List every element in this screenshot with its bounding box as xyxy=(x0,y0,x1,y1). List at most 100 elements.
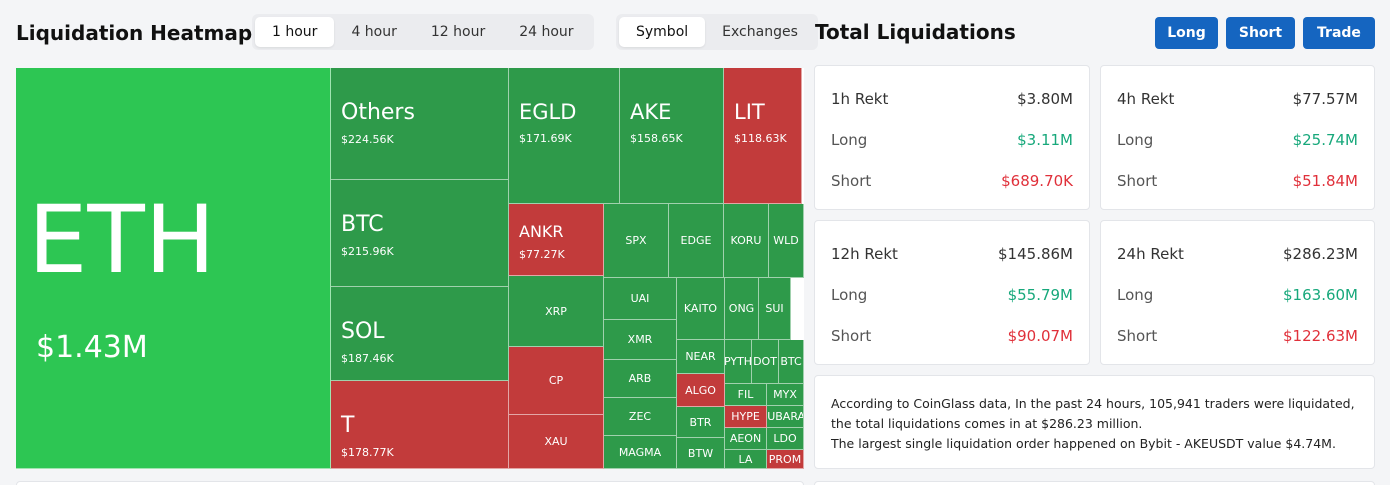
heatmap-tile-egld[interactable]: EGLD $171.69K xyxy=(509,68,620,204)
heatmap-tile-myx[interactable]: MYX xyxy=(767,384,804,406)
heatmap-tile-btr[interactable]: BTR xyxy=(677,407,725,438)
card-total: $3.80M xyxy=(1017,90,1073,108)
tile-symbol: PYTH xyxy=(725,355,752,368)
heatmap-tile-koru[interactable]: KORU xyxy=(724,204,769,278)
heatmap-tile-edge[interactable]: EDGE xyxy=(669,204,724,278)
tile-symbol: XAU xyxy=(544,435,568,448)
heatmap-tile-ankr[interactable]: ANKR $77.27K xyxy=(509,204,604,276)
heatmap-tile-sol[interactable]: SOL $187.46K xyxy=(331,287,509,381)
tab-24-hour[interactable]: 24 hour xyxy=(519,24,574,40)
long-value: $3.11M xyxy=(1017,131,1073,149)
tab-4-hour[interactable]: 4 hour xyxy=(351,24,397,40)
heatmap-tile-spx[interactable]: SPX xyxy=(604,204,669,278)
tile-symbol: NEAR xyxy=(685,350,716,363)
long-value: $163.60M xyxy=(1283,286,1358,304)
tile-symbol: HYPE xyxy=(731,410,760,423)
tile-symbol: XRP xyxy=(545,304,567,318)
tile-symbol: LDO xyxy=(773,432,797,445)
heatmap-tile-prom[interactable]: PROM xyxy=(767,450,804,469)
tab-symbol[interactable]: Symbol xyxy=(619,17,706,47)
short-value: $122.63M xyxy=(1283,327,1358,345)
short-label: Short xyxy=(1117,327,1158,345)
tab-exchanges[interactable]: Exchanges xyxy=(722,24,798,40)
heatmap-tile-xrp[interactable]: XRP xyxy=(509,276,604,347)
tile-symbol: WLD xyxy=(773,234,799,247)
trade-button[interactable]: Trade xyxy=(1303,17,1375,49)
heatmap-tile-wld[interactable]: WLD xyxy=(769,204,804,278)
short-value: $51.84M xyxy=(1292,172,1358,190)
tile-symbol: ANKR xyxy=(519,222,564,241)
tile-symbol: ARB xyxy=(628,372,652,385)
heatmap-tile-aeon[interactable]: AEON xyxy=(725,428,767,450)
heatmap-tile-la[interactable]: LA xyxy=(725,450,767,469)
summary-largest-order: The largest single liquidation order hap… xyxy=(831,436,1336,451)
tile-value: $77.27K xyxy=(519,248,565,261)
heatmap-tile-mubarak[interactable]: MUBARAK xyxy=(767,406,804,428)
tile-value: $1.43M xyxy=(36,330,148,365)
short-button[interactable]: Short xyxy=(1226,17,1295,49)
tile-value: $118.63K xyxy=(734,132,787,145)
tab-1-hour[interactable]: 1 hour xyxy=(255,17,335,47)
rekt-card-24h: 24h Rekt $286.23M Long $163.60M Short $122.… xyxy=(1100,220,1375,365)
panel-edge xyxy=(814,481,1375,485)
heatmap-tile-others[interactable]: Others $224.56K xyxy=(331,68,509,180)
card-label: 4h Rekt xyxy=(1117,90,1175,108)
heatmap-tile-near[interactable]: NEAR xyxy=(677,340,725,374)
heatmap-tile-dot[interactable]: DOT xyxy=(752,340,779,384)
long-value: $55.79M xyxy=(1007,286,1073,304)
summary-text: According to CoinGlass data, In the past… xyxy=(831,396,1355,431)
heatmap-tile-ong[interactable]: ONG xyxy=(725,278,759,340)
liquidation-summary: According to CoinGlass data, In the past… xyxy=(814,375,1375,469)
tile-symbol: MYX xyxy=(773,388,797,401)
total-liquidations-title: Total Liquidations xyxy=(815,20,1016,44)
long-label: Long xyxy=(1117,286,1154,304)
heatmap-tile-hype[interactable]: HYPE xyxy=(725,406,767,428)
tile-symbol: UAI xyxy=(630,292,650,305)
heatmap-tile-uai[interactable]: UAI xyxy=(604,278,677,320)
tab-12-hour[interactable]: 12 hour xyxy=(430,24,486,40)
heatmap-tile-xau[interactable]: XAU xyxy=(509,415,604,469)
heatmap-tile-kaito[interactable]: KAITO xyxy=(677,278,725,340)
rekt-card-12h: 12h Rekt $145.86M Long $55.79M Short $90.07… xyxy=(814,220,1090,365)
tile-value: $187.46K xyxy=(341,352,394,365)
tile-symbol: SUI xyxy=(765,302,784,315)
heatmap-tile-ake[interactable]: AKE $158.65K xyxy=(620,68,724,204)
liquidation-heatmap: ETH $1.43M Others $224.56K EGLD $171.69K AKE $1… xyxy=(16,68,804,469)
tile-value: $178.77K xyxy=(341,446,394,459)
card-total: $145.86M xyxy=(998,245,1073,263)
grouping-selector: Symbol Exchanges xyxy=(616,14,818,50)
heatmap-tile-fil[interactable]: FIL xyxy=(725,384,767,406)
short-label: Short xyxy=(831,172,872,190)
heatmap-tile-t[interactable]: T $178.77K xyxy=(331,381,509,469)
short-label: Short xyxy=(831,327,872,345)
heatmap-tile-zec[interactable]: ZEC xyxy=(604,398,677,436)
long-label: Long xyxy=(831,131,868,149)
tile-symbol: Others xyxy=(341,100,415,125)
tile-symbol: MUBARAK xyxy=(767,410,803,423)
heatmap-tile-arb[interactable]: ARB xyxy=(604,360,677,398)
tile-symbol: AKE xyxy=(630,100,672,124)
long-button[interactable]: Long xyxy=(1155,17,1218,49)
heatmap-tile-cp[interactable]: CP xyxy=(509,347,604,415)
tile-symbol: SPX xyxy=(625,234,647,247)
panel-edge xyxy=(16,481,804,485)
short-value: $689.70K xyxy=(1001,172,1073,190)
tile-symbol: BTC xyxy=(341,212,384,237)
heatmap-title: Liquidation Heatmap xyxy=(16,21,253,45)
tile-symbol: BTC xyxy=(780,355,802,368)
heatmap-tile-xmr[interactable]: XMR xyxy=(604,320,677,360)
short-value: $90.07M xyxy=(1007,327,1073,345)
heatmap-tile-ldo[interactable]: LDO xyxy=(767,428,804,450)
heatmap-tile-btc[interactable]: BTC $215.96K xyxy=(331,180,509,287)
tile-symbol: T xyxy=(341,413,355,438)
heatmap-tile-lit[interactable]: LIT $118.63K xyxy=(724,68,802,204)
heatmap-tile-btw[interactable]: BTW xyxy=(677,438,725,469)
heatmap-tile-sui[interactable]: SUI xyxy=(759,278,791,340)
tile-value: $171.69K xyxy=(519,132,572,145)
heatmap-tile-algo[interactable]: ALGO xyxy=(677,374,725,407)
heatmap-tile-pyth[interactable]: PYTH xyxy=(725,340,752,384)
heatmap-tile-magma[interactable]: MAGMA xyxy=(604,436,677,469)
timeframe-selector: 1 hour 4 hour 12 hour 24 hour xyxy=(252,14,594,50)
heatmap-tile-eth[interactable]: ETH $1.43M xyxy=(16,68,331,469)
heatmap-tile-btc[interactable]: BTC xyxy=(779,340,804,384)
